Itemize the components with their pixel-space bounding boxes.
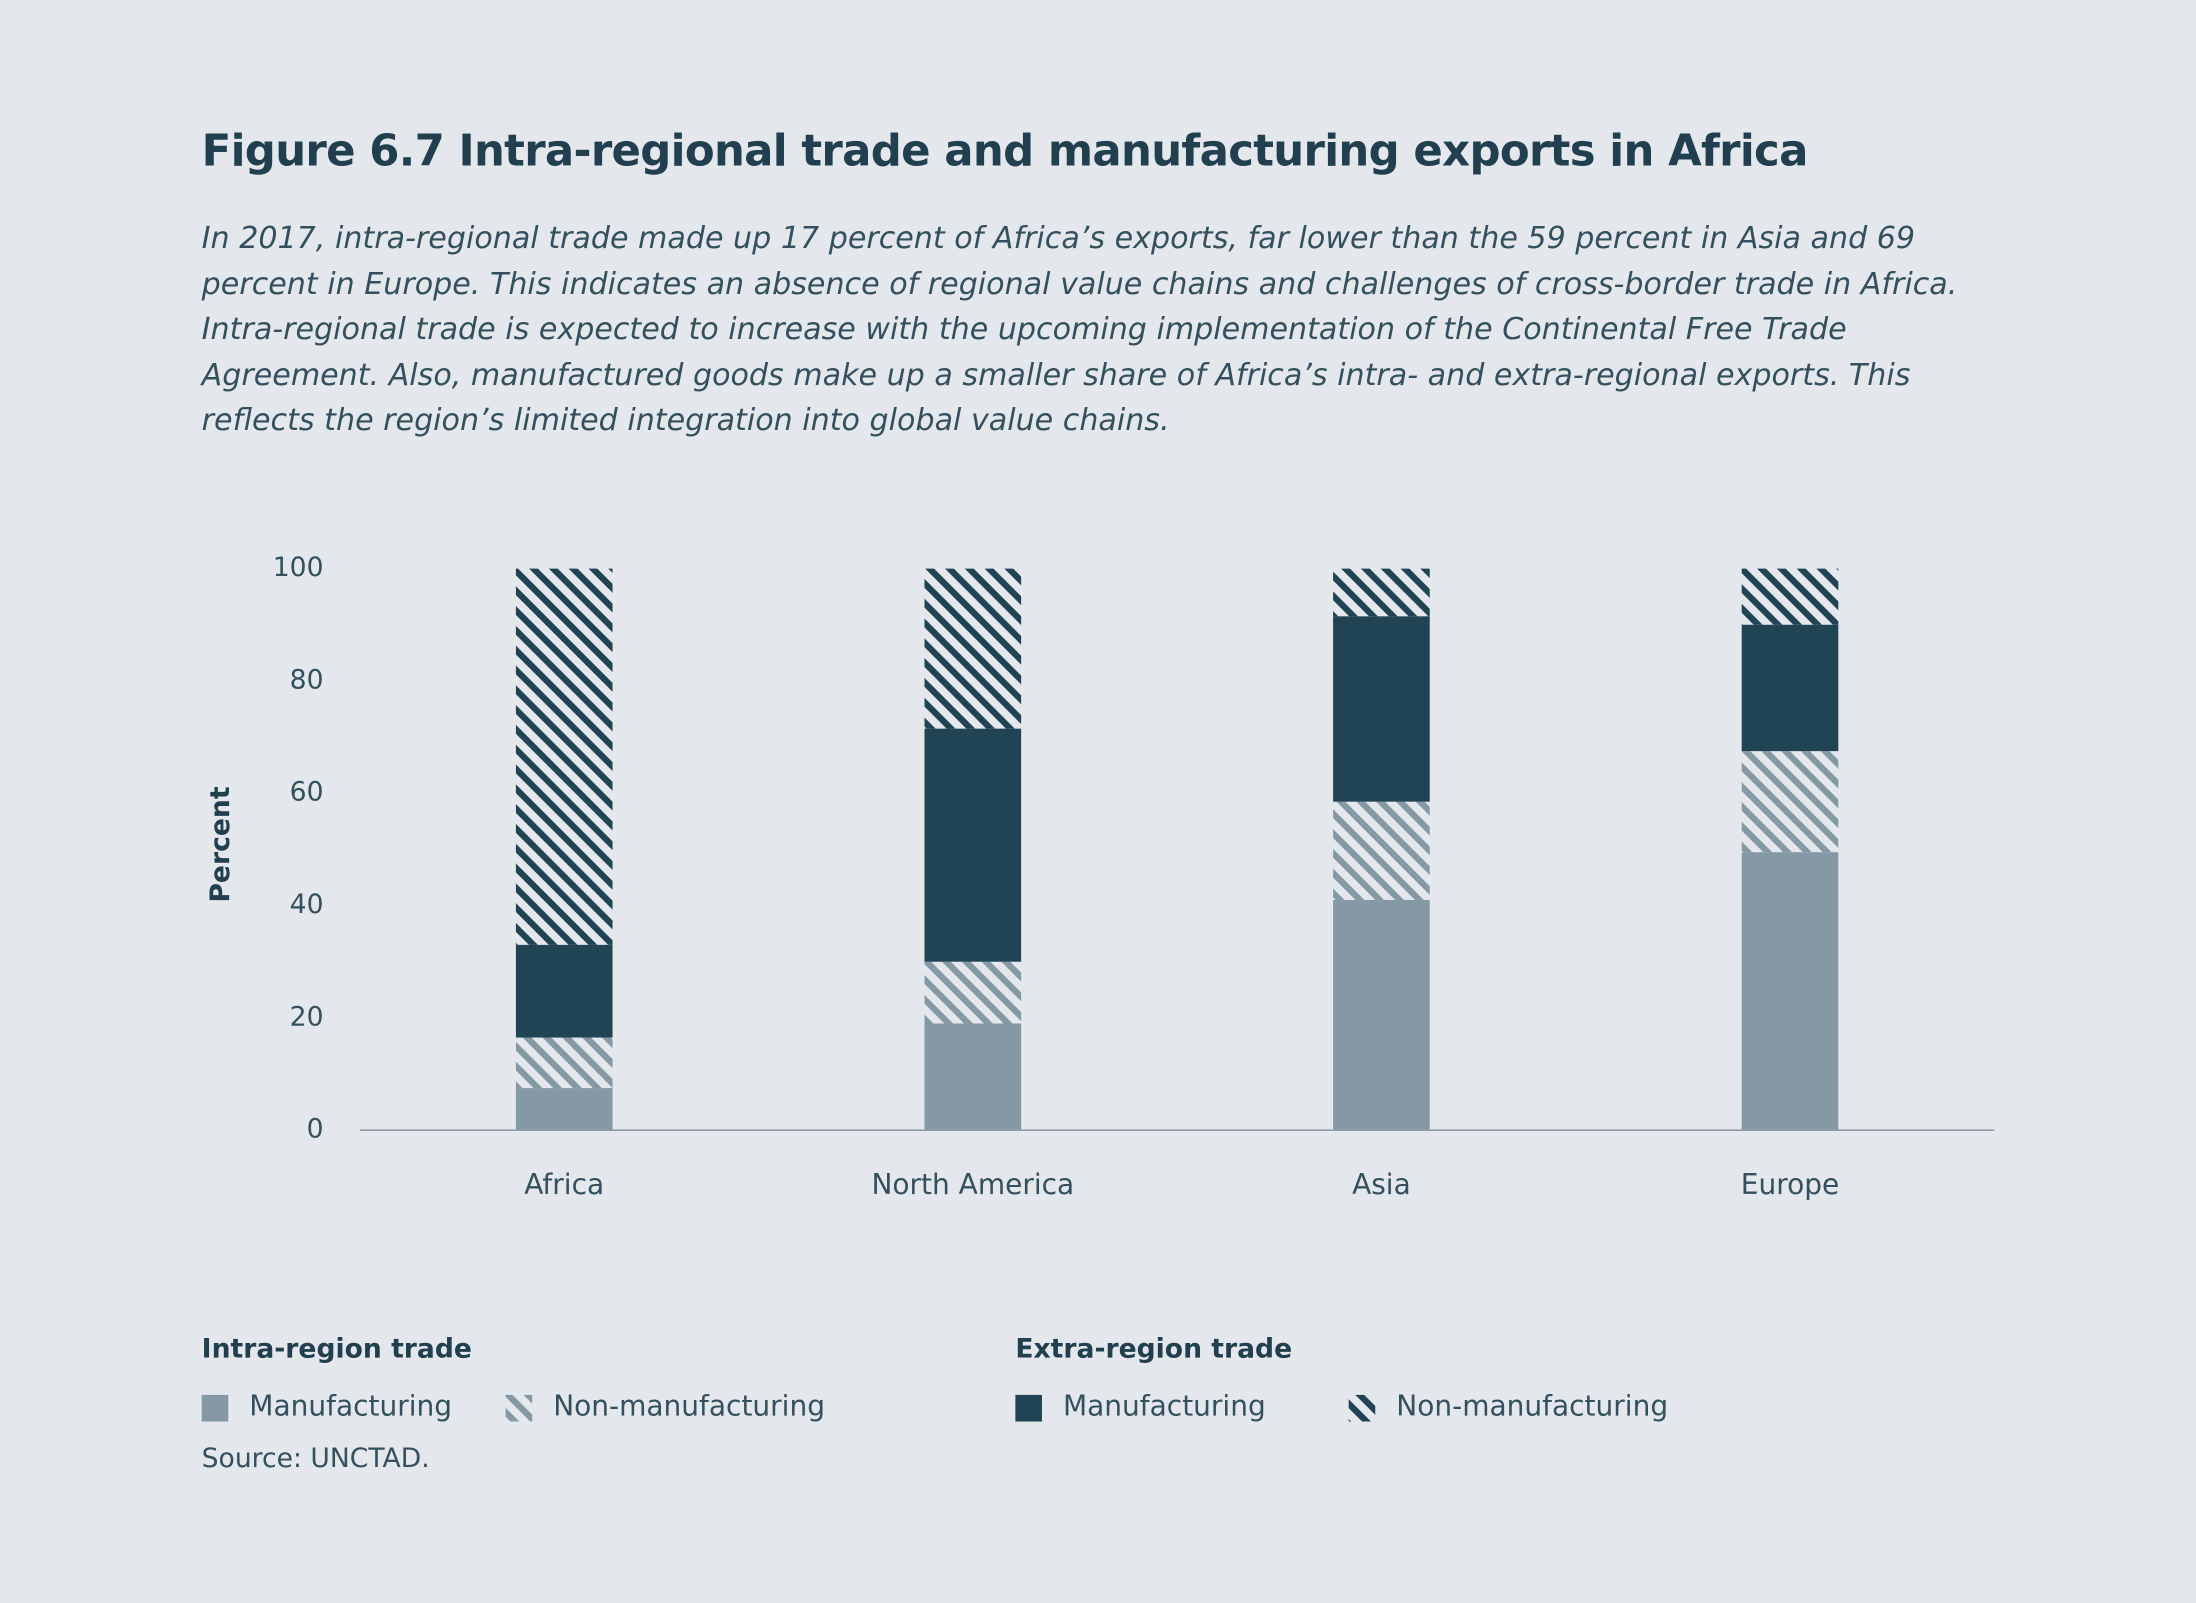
legend-group-title: Intra-region trade (202, 1334, 472, 1365)
bar-segment (924, 1023, 1022, 1131)
legend-label: Non-manufacturing (553, 1390, 825, 1423)
x-tick-label: Africa (524, 1168, 604, 1201)
legend-group-title: Extra-region trade (1015, 1334, 1292, 1365)
bar-segment (1741, 624, 1839, 752)
y-tick-label: 80 (290, 664, 324, 695)
bar-segment (924, 728, 1022, 962)
bar-segment (1333, 899, 1430, 1131)
y-tick-label: 20 (290, 1001, 324, 1032)
y-tick-label: 60 (290, 777, 324, 808)
legend-label: Manufacturing (249, 1390, 452, 1423)
legend-swatch (1015, 1394, 1042, 1422)
legend-swatch (1348, 1394, 1376, 1422)
bar-segment (515, 1037, 613, 1089)
legend-swatch (201, 1394, 229, 1422)
y-tick-label: 0 (307, 1114, 324, 1145)
chart-title: Figure 6.7 Intra-regional trade and manu… (201, 126, 1809, 177)
bar-segment (1741, 751, 1839, 853)
y-tick-label: 40 (290, 889, 324, 920)
x-tick-label: North America (871, 1168, 1074, 1201)
bar-segment (1333, 801, 1430, 900)
bar-segment (1741, 568, 1839, 625)
bar-segment (1333, 616, 1430, 802)
bar-segment (515, 568, 613, 945)
x-tick-label: Europe (1741, 1168, 1839, 1201)
x-tick-label: Asia (1352, 1168, 1411, 1201)
bar-segment (515, 944, 613, 1038)
legend-label: Non-manufacturing (1396, 1390, 1668, 1423)
bar-segment (515, 1088, 613, 1131)
bar-segment (924, 568, 1022, 729)
source-note: Source: UNCTAD. (202, 1443, 430, 1474)
legend-swatch (505, 1394, 533, 1422)
chart-subtitle: In 2017, intra-regional trade made up 17… (201, 221, 1958, 439)
bar-segment (1741, 852, 1839, 1131)
bar-segment (924, 961, 1022, 1024)
legend-label: Manufacturing (1063, 1390, 1266, 1423)
y-tick-label: 100 (273, 552, 324, 583)
bar-segment (1333, 568, 1430, 617)
y-axis-label: Percent (205, 786, 236, 902)
